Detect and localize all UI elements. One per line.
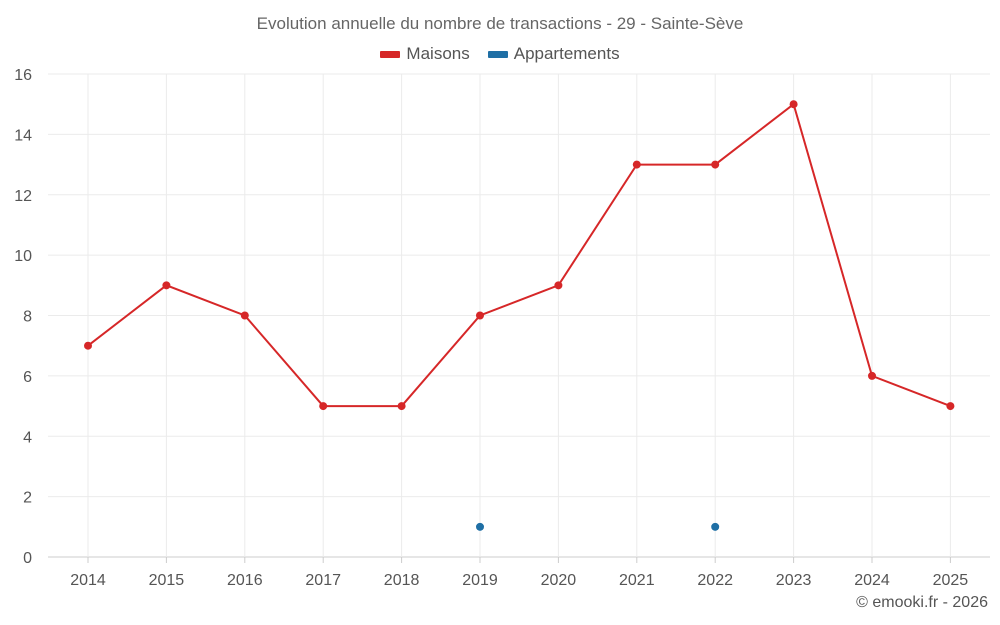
x-tick-label: 2025 [933, 572, 969, 589]
data-point-maisons-2018[interactable] [397, 402, 406, 411]
data-point-maisons-2016[interactable] [240, 311, 249, 320]
y-tick-label: 0 [23, 550, 32, 567]
data-point-maisons-2022[interactable] [711, 160, 720, 169]
x-tick-label: 2018 [384, 572, 420, 589]
legend-swatch-appartements [487, 50, 508, 58]
credit-text: © emooki.fr - 2026 [856, 594, 988, 611]
legend: Maisons Appartements [0, 44, 1000, 64]
data-point-maisons-2015[interactable] [162, 281, 171, 290]
data-point-maisons-2025[interactable] [946, 402, 955, 411]
data-point-maisons-2019[interactable] [476, 311, 484, 320]
legend-label-appartements: Appartements [513, 44, 620, 63]
x-tick-label: 2023 [776, 572, 812, 589]
y-tick-label: 16 [14, 67, 32, 84]
series-line-maisons [87, 102, 951, 408]
chart-title: Evolution annuelle du nombre de transact… [256, 14, 744, 33]
x-tick-label: 2014 [70, 572, 106, 589]
data-point-maisons-2021[interactable] [632, 160, 641, 169]
legend-item-appartements[interactable]: Appartements [487, 44, 620, 64]
x-tick-label: 2020 [541, 572, 577, 589]
y-tick-label: 2 [23, 490, 32, 507]
y-tick-label: 6 [23, 369, 32, 386]
x-tick-label: 2021 [619, 572, 655, 589]
data-point-appartements-2022[interactable] [711, 522, 720, 531]
y-tick-label: 4 [23, 429, 32, 446]
y-tick-label: 8 [23, 309, 32, 326]
data-point-maisons-2017[interactable] [319, 402, 328, 411]
y-tick-label: 14 [14, 127, 32, 144]
data-point-maisons-2014[interactable] [84, 341, 92, 350]
x-tick-label: 2016 [227, 572, 263, 589]
legend-swatch-maisons [380, 50, 401, 58]
x-tick-label: 2017 [305, 572, 341, 589]
data-point-appartements-2019[interactable] [476, 522, 484, 531]
x-tick-label: 2024 [854, 572, 890, 589]
y-tick-label: 10 [14, 248, 32, 265]
x-tick-label: 2015 [149, 572, 185, 589]
x-tick-label: 2019 [462, 572, 498, 589]
legend-label-maisons: Maisons [406, 44, 470, 63]
y-tick-label: 12 [14, 188, 32, 205]
x-tick-label: 2022 [697, 572, 733, 589]
data-point-maisons-2023[interactable] [789, 100, 798, 109]
data-point-maisons-2020[interactable] [554, 281, 563, 290]
legend-item-maisons[interactable]: Maisons [380, 44, 470, 64]
data-point-maisons-2024[interactable] [868, 371, 876, 380]
